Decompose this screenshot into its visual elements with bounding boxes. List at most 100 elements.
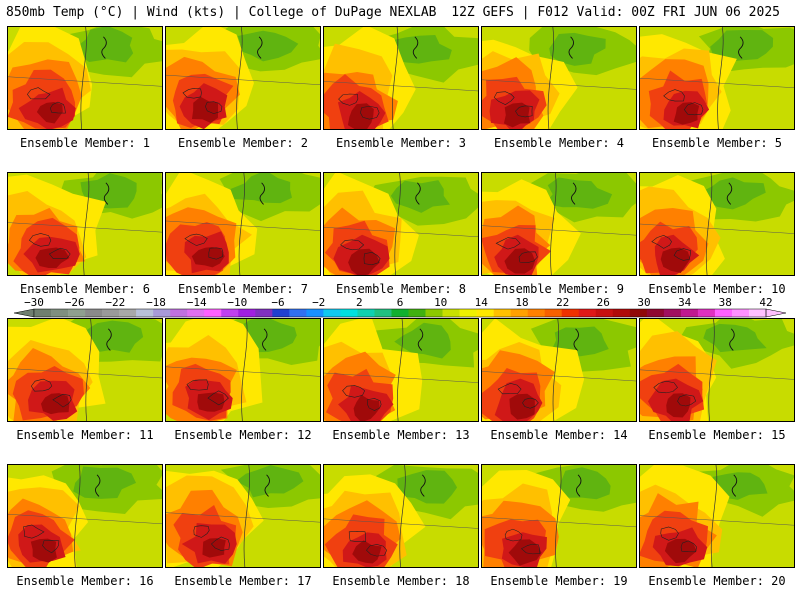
colorbar-tick-label: 18 [515, 296, 528, 309]
colorbar-tick-label: −2 [312, 296, 325, 309]
colorbar-swatch [680, 309, 699, 317]
ensemble-member-label: Ensemble Member: 11 [16, 428, 154, 442]
colorbar-tick-label: 14 [475, 296, 489, 309]
colorbar-tick-label: −18 [146, 296, 166, 309]
colorbar-swatch [153, 309, 171, 317]
colorbar-swatch [714, 309, 733, 317]
colorbar-tick-label: −22 [105, 296, 125, 309]
colorbar-tick-label: −6 [271, 296, 284, 309]
ensemble-member-map [323, 172, 479, 276]
ensemble-member-label: Ensemble Member: 13 [332, 428, 470, 442]
colorbar-swatch [170, 309, 188, 317]
map-title: 850mb Temp (°C) | Wind (kts) | College o… [6, 5, 437, 20]
ensemble-member-map [639, 318, 795, 422]
ensemble-member-map [481, 26, 637, 130]
colorbar-tick-label: −30 [24, 296, 44, 309]
ensemble-member-map [639, 172, 795, 276]
colorbar-swatch [544, 309, 563, 317]
ensemble-member-label: Ensemble Member: 3 [335, 136, 467, 150]
colorbar-swatch [595, 309, 614, 317]
colorbar-swatch [408, 309, 426, 317]
colorbar-swatch [289, 309, 307, 317]
ensemble-member-map [165, 318, 321, 422]
colorbar-tick-label: −10 [227, 296, 247, 309]
colorbar-swatch [731, 309, 750, 317]
colorbar-left-arrow [13, 308, 35, 318]
colorbar-swatch [34, 309, 52, 317]
ensemble-member-label: Ensemble Member: 17 [174, 574, 312, 588]
colorbar-swatch [255, 309, 273, 317]
ensemble-member-map [7, 464, 163, 568]
colorbar-tick-label: −26 [65, 296, 85, 309]
colorbar-swatch [102, 309, 120, 317]
ensemble-member-label: Ensemble Member: 9 [493, 282, 625, 296]
colorbar-tick-label: 34 [678, 296, 692, 309]
colorbar-tick-label: 2 [356, 296, 363, 309]
ensemble-member-map [323, 26, 479, 130]
colorbar-tick-label: −14 [187, 296, 207, 309]
colorbar-swatch [493, 309, 511, 317]
ensemble-member-map [165, 464, 321, 568]
colorbar-swatch [221, 309, 239, 317]
ensemble-member-map [481, 172, 637, 276]
colorbar-swatch [323, 309, 341, 317]
ensemble-member-label: Ensemble Member: 7 [177, 282, 309, 296]
colorbar-right-arrow [765, 308, 787, 318]
model-run-info: 12Z GEFS | F012 Valid: 00Z FRI JUN 06 20… [451, 5, 780, 20]
ensemble-member-label: Ensemble Member: 10 [648, 282, 786, 296]
colorbar-swatch [272, 309, 290, 317]
ensemble-member-map [639, 26, 795, 130]
colorbar-tick-label: 6 [397, 296, 404, 309]
colorbar-swatch [578, 309, 597, 317]
colorbar-swatch [136, 309, 154, 317]
colorbar-swatch [476, 309, 494, 317]
colorbar-swatch [68, 309, 86, 317]
colorbar-swatch [340, 309, 358, 317]
colorbar-swatch [238, 309, 256, 317]
colorbar-swatch [187, 309, 205, 317]
colorbar-swatch [697, 309, 716, 317]
ensemble-member-label: Ensemble Member: 12 [174, 428, 312, 442]
ensemble-member-label: Ensemble Member: 14 [490, 428, 628, 442]
colorbar-swatch [51, 309, 69, 317]
ensemble-member-label: Ensemble Member: 2 [177, 136, 309, 150]
colorbar-swatch [204, 309, 222, 317]
temperature-colorbar: −30 −26 −22 −18 −14 −10 −6 −2 2 6 10 14 18 22 26 30 34 38… [13, 296, 787, 318]
ensemble-member-label: Ensemble Member: 8 [335, 282, 467, 296]
colorbar-tick-label: 22 [556, 296, 569, 309]
colorbar-swatch [85, 309, 103, 317]
colorbar-swatch [510, 309, 528, 317]
colorbar-swatch [459, 309, 477, 317]
ensemble-member-label: Ensemble Member: 18 [332, 574, 470, 588]
colorbar-tick-label: 10 [434, 296, 447, 309]
colorbar-swatch [306, 309, 324, 317]
colorbar-swatch [629, 309, 648, 317]
ensemble-member-label: Ensemble Member: 20 [648, 574, 786, 588]
ensemble-member-map [481, 464, 637, 568]
colorbar-swatch [612, 309, 631, 317]
ensemble-member-map [7, 318, 163, 422]
ensemble-member-map [7, 172, 163, 276]
ensemble-member-label: Ensemble Member: 1 [19, 136, 151, 150]
colorbar-swatch [442, 309, 460, 317]
ensemble-member-map [165, 26, 321, 130]
ensemble-member-map [323, 318, 479, 422]
colorbar-swatch [748, 309, 767, 317]
colorbar-swatch [561, 309, 580, 317]
colorbar-swatch [391, 309, 409, 317]
ensemble-member-map [323, 464, 479, 568]
ensemble-member-map [639, 464, 795, 568]
colorbar-swatch [527, 309, 545, 317]
colorbar-swatch [357, 309, 375, 317]
ensemble-member-label: Ensemble Member: 15 [648, 428, 786, 442]
ensemble-member-label: Ensemble Member: 16 [16, 574, 154, 588]
ensemble-member-map [481, 318, 637, 422]
colorbar-tick-label: 42 [759, 296, 772, 309]
colorbar-tick-label: 26 [597, 296, 610, 309]
ensemble-member-label: Ensemble Member: 6 [19, 282, 151, 296]
ensemble-member-label: Ensemble Member: 5 [651, 136, 783, 150]
colorbar-tick-label: 30 [637, 296, 650, 309]
ensemble-member-map [165, 172, 321, 276]
colorbar-swatch [119, 309, 137, 317]
ensemble-member-label: Ensemble Member: 4 [493, 136, 625, 150]
